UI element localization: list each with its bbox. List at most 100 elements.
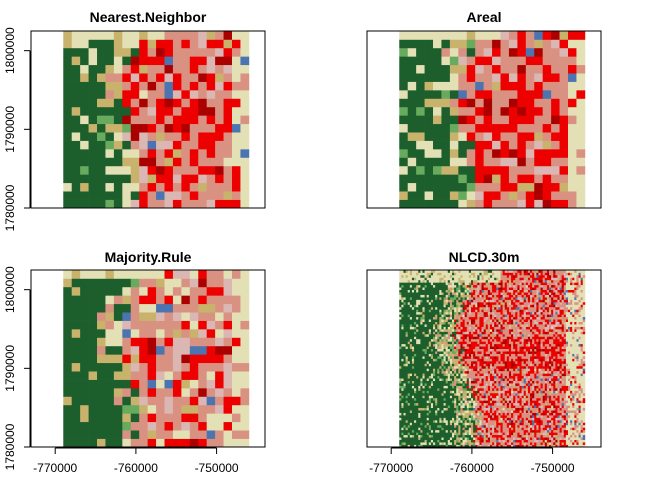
raster-cell [540,373,544,377]
raster-cell [563,432,567,436]
raster-cell [557,422,560,426]
raster-cell [515,402,518,406]
raster-cell [574,415,577,418]
raster-cell [462,392,465,396]
raster-cell [416,363,419,367]
raster-cell [540,395,544,399]
raster-cell [441,360,444,364]
raster-cell [521,437,525,440]
raster-cell [468,417,472,421]
raster-cell [517,363,520,367]
raster-cell [570,432,573,436]
raster-cell [517,424,520,428]
raster-cell [534,422,537,426]
raster-cell [496,385,499,389]
raster-cell [198,73,208,82]
raster-cell [473,442,476,445]
raster-cell [527,356,531,359]
raster-cell [97,413,106,423]
raster-cell [231,320,241,330]
raster-cell [181,312,191,321]
raster-cell [63,64,73,74]
raster-cell [420,432,423,436]
raster-cell [489,370,493,374]
raster-cell [580,395,584,399]
raster-cell [240,73,250,82]
raster-cell [147,31,157,40]
raster-cell [582,368,586,372]
raster-cell [559,383,563,386]
raster-cell [572,383,575,386]
raster-cell [546,348,550,352]
raster-cell [156,362,165,372]
raster-cell [420,363,423,367]
raster-cell [198,295,208,305]
raster-cell [479,439,482,443]
raster-cell [462,390,465,394]
raster-cell [172,404,182,414]
raster-cell [416,439,419,443]
raster-cell [420,368,423,372]
raster-cell [215,371,224,380]
raster-cell [422,370,425,374]
raster-cell [483,400,487,404]
raster-cell [567,442,571,445]
raster-cell [411,348,415,352]
raster-cell [582,410,586,413]
raster-cell [416,400,419,404]
raster-cell [411,412,415,416]
raster-cell [460,419,463,423]
raster-cell [424,392,428,396]
raster-cell [470,380,474,384]
raster-cell [527,424,531,428]
raster-cell [517,442,520,445]
raster-cell [534,432,537,436]
raster-cell [483,442,487,445]
raster-cell [582,432,586,436]
raster-cell [559,417,563,421]
raster-cell [401,373,404,377]
raster-cell [553,417,556,421]
raster-cell [502,380,506,384]
raster-cell [172,106,182,116]
raster-cell [147,182,157,192]
raster-cell [572,365,575,369]
raster-cell [540,407,544,411]
raster-cell [454,415,457,418]
raster-cell [113,81,123,91]
raster-cell [492,434,495,438]
raster-cell [496,380,499,384]
raster-cell [71,396,81,406]
raster-cell [477,390,480,394]
raster-cell [500,365,503,369]
raster-cell [567,383,571,386]
raster-cell [483,397,487,401]
raster-cell [553,415,556,418]
raster-cell [430,378,434,381]
raster-cell [542,383,546,386]
raster-cell [530,402,533,406]
raster-cell [582,395,586,399]
raster-cell [416,157,425,167]
raster-cell [464,348,468,352]
raster-cell [164,388,174,397]
raster-cell [511,353,514,357]
raster-cell [405,365,409,369]
raster-cell [565,378,569,381]
raster-cell [549,365,552,369]
raster-cell [399,346,402,350]
raster-cell [223,438,233,448]
raster-cell [513,353,516,357]
raster-cell [458,182,468,192]
raster-cell [105,165,115,175]
raster-cell [525,47,535,57]
raster-cell [542,56,552,66]
raster-cell [521,370,525,374]
raster-cell [561,351,565,354]
raster-cell [433,174,442,184]
raster-cell [477,388,480,391]
raster-cell [454,419,457,423]
raster-cell [544,373,548,377]
raster-cell [468,422,472,426]
